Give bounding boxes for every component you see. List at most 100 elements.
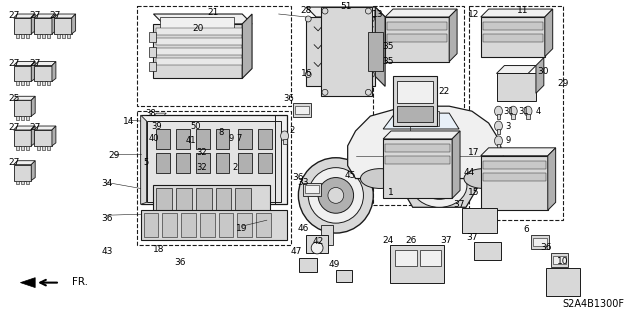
- Ellipse shape: [524, 106, 532, 116]
- Bar: [17, 146, 19, 150]
- Bar: [390, 245, 444, 283]
- Text: 38: 38: [145, 109, 156, 118]
- Bar: [196, 153, 210, 173]
- Polygon shape: [545, 9, 553, 57]
- Bar: [533, 238, 547, 246]
- Bar: [156, 153, 170, 173]
- Polygon shape: [31, 161, 35, 181]
- Text: 25: 25: [9, 94, 20, 103]
- Text: 26: 26: [405, 235, 417, 244]
- Text: 28: 28: [301, 5, 312, 15]
- Text: 34: 34: [102, 179, 113, 188]
- Bar: [57, 34, 60, 38]
- Text: 29: 29: [557, 79, 568, 88]
- Polygon shape: [189, 153, 202, 156]
- Bar: [551, 253, 568, 267]
- Bar: [137, 6, 291, 106]
- Polygon shape: [481, 9, 553, 17]
- Ellipse shape: [509, 106, 517, 116]
- Text: 6: 6: [524, 225, 529, 234]
- Text: 11: 11: [517, 5, 529, 15]
- Bar: [148, 166, 159, 174]
- Text: 3: 3: [506, 122, 511, 130]
- Polygon shape: [375, 7, 385, 86]
- Polygon shape: [148, 163, 161, 166]
- Bar: [258, 129, 272, 149]
- Bar: [373, 6, 464, 205]
- Text: 41: 41: [186, 137, 196, 145]
- Polygon shape: [54, 14, 76, 18]
- Text: 24: 24: [383, 235, 394, 244]
- Text: 44: 44: [463, 168, 474, 177]
- Bar: [393, 77, 437, 126]
- Ellipse shape: [221, 168, 229, 178]
- Bar: [237, 213, 252, 237]
- Ellipse shape: [422, 172, 457, 199]
- Text: 27: 27: [29, 123, 41, 132]
- Ellipse shape: [322, 8, 328, 14]
- Polygon shape: [13, 62, 35, 65]
- Bar: [481, 156, 548, 210]
- Text: 10: 10: [557, 257, 568, 266]
- Ellipse shape: [305, 71, 311, 78]
- Bar: [305, 185, 319, 193]
- Text: 39: 39: [151, 122, 162, 130]
- Bar: [196, 189, 212, 210]
- Bar: [303, 182, 321, 197]
- Bar: [21, 181, 24, 184]
- Text: 5: 5: [143, 158, 148, 167]
- Text: 36: 36: [101, 214, 113, 223]
- Polygon shape: [548, 148, 556, 210]
- Polygon shape: [183, 125, 196, 128]
- Bar: [176, 153, 190, 173]
- Text: 2: 2: [290, 126, 295, 136]
- Polygon shape: [242, 14, 252, 78]
- Polygon shape: [20, 278, 35, 288]
- Bar: [13, 130, 31, 146]
- Bar: [236, 189, 251, 210]
- Bar: [34, 18, 52, 34]
- Text: 13: 13: [371, 10, 383, 19]
- Text: 31: 31: [503, 107, 514, 116]
- Bar: [137, 111, 291, 245]
- Bar: [34, 130, 52, 146]
- Bar: [474, 242, 502, 260]
- Bar: [156, 28, 242, 35]
- Bar: [387, 22, 447, 30]
- Text: 9: 9: [506, 137, 511, 145]
- Bar: [511, 114, 515, 119]
- Bar: [154, 24, 242, 78]
- Ellipse shape: [305, 16, 311, 22]
- Text: 27: 27: [9, 123, 20, 132]
- Bar: [196, 129, 210, 149]
- Polygon shape: [383, 113, 459, 129]
- Polygon shape: [31, 96, 35, 116]
- Polygon shape: [31, 14, 35, 34]
- Text: 33: 33: [298, 178, 309, 187]
- Polygon shape: [383, 131, 460, 139]
- Polygon shape: [72, 14, 76, 34]
- Text: 37: 37: [466, 233, 477, 241]
- Bar: [183, 128, 193, 137]
- Bar: [37, 146, 40, 150]
- Bar: [21, 81, 24, 85]
- Bar: [154, 185, 270, 213]
- Bar: [216, 153, 229, 173]
- Bar: [526, 114, 530, 119]
- Polygon shape: [13, 161, 35, 165]
- Bar: [483, 161, 546, 169]
- Ellipse shape: [328, 188, 344, 203]
- Bar: [13, 18, 31, 34]
- Bar: [159, 141, 168, 150]
- Text: 27: 27: [29, 59, 41, 68]
- Bar: [141, 210, 287, 240]
- Polygon shape: [13, 96, 35, 100]
- Polygon shape: [400, 164, 479, 207]
- Bar: [216, 189, 231, 210]
- Text: 32: 32: [196, 148, 207, 157]
- Ellipse shape: [495, 121, 502, 131]
- Text: 35: 35: [382, 57, 394, 66]
- Bar: [176, 189, 192, 210]
- Text: 16: 16: [301, 69, 312, 78]
- Text: 27: 27: [49, 11, 61, 20]
